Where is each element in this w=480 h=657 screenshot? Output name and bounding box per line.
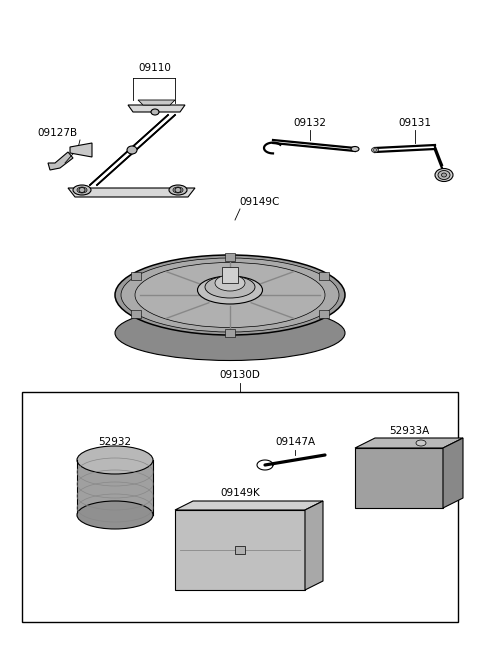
- Polygon shape: [225, 253, 235, 261]
- Text: 52932: 52932: [98, 437, 132, 447]
- Polygon shape: [305, 501, 323, 590]
- Polygon shape: [132, 272, 142, 280]
- Text: 09147A: 09147A: [275, 437, 315, 447]
- Bar: [175, 510, 305, 590]
- Ellipse shape: [175, 187, 181, 193]
- Ellipse shape: [77, 446, 153, 474]
- Polygon shape: [48, 152, 73, 170]
- Ellipse shape: [115, 255, 345, 335]
- Ellipse shape: [77, 187, 87, 193]
- Polygon shape: [443, 438, 463, 508]
- Bar: [22, 392, 458, 622]
- Ellipse shape: [372, 148, 379, 152]
- Polygon shape: [138, 100, 175, 105]
- Text: 09130D: 09130D: [219, 370, 261, 380]
- Polygon shape: [70, 143, 92, 157]
- Polygon shape: [132, 310, 142, 318]
- Ellipse shape: [435, 168, 453, 181]
- Polygon shape: [175, 501, 323, 510]
- Polygon shape: [319, 310, 328, 318]
- Polygon shape: [68, 188, 195, 197]
- Ellipse shape: [79, 187, 85, 193]
- Text: 09149C: 09149C: [240, 197, 280, 207]
- Ellipse shape: [173, 187, 183, 193]
- Text: 09110: 09110: [139, 63, 171, 73]
- Polygon shape: [222, 267, 238, 283]
- Bar: [77, 460, 153, 515]
- Polygon shape: [355, 438, 463, 448]
- Text: 09132: 09132: [293, 118, 326, 128]
- Text: 09149K: 09149K: [220, 488, 260, 498]
- Ellipse shape: [151, 109, 159, 115]
- Polygon shape: [128, 105, 185, 112]
- Ellipse shape: [73, 185, 91, 195]
- Ellipse shape: [215, 275, 245, 291]
- Ellipse shape: [127, 146, 137, 154]
- Ellipse shape: [438, 171, 450, 179]
- Bar: [355, 448, 443, 508]
- Ellipse shape: [121, 258, 339, 332]
- Ellipse shape: [77, 501, 153, 529]
- Bar: [235, 546, 245, 554]
- Polygon shape: [319, 272, 328, 280]
- Ellipse shape: [442, 173, 446, 177]
- Ellipse shape: [135, 263, 325, 327]
- Polygon shape: [225, 329, 235, 337]
- Ellipse shape: [115, 306, 345, 361]
- Ellipse shape: [416, 440, 426, 446]
- Ellipse shape: [205, 276, 255, 298]
- Text: 09127B: 09127B: [38, 128, 78, 138]
- Ellipse shape: [373, 148, 377, 152]
- Text: 09131: 09131: [398, 118, 432, 128]
- Ellipse shape: [197, 276, 263, 304]
- Ellipse shape: [351, 147, 359, 152]
- Text: 52933A: 52933A: [389, 426, 429, 436]
- Ellipse shape: [169, 185, 187, 195]
